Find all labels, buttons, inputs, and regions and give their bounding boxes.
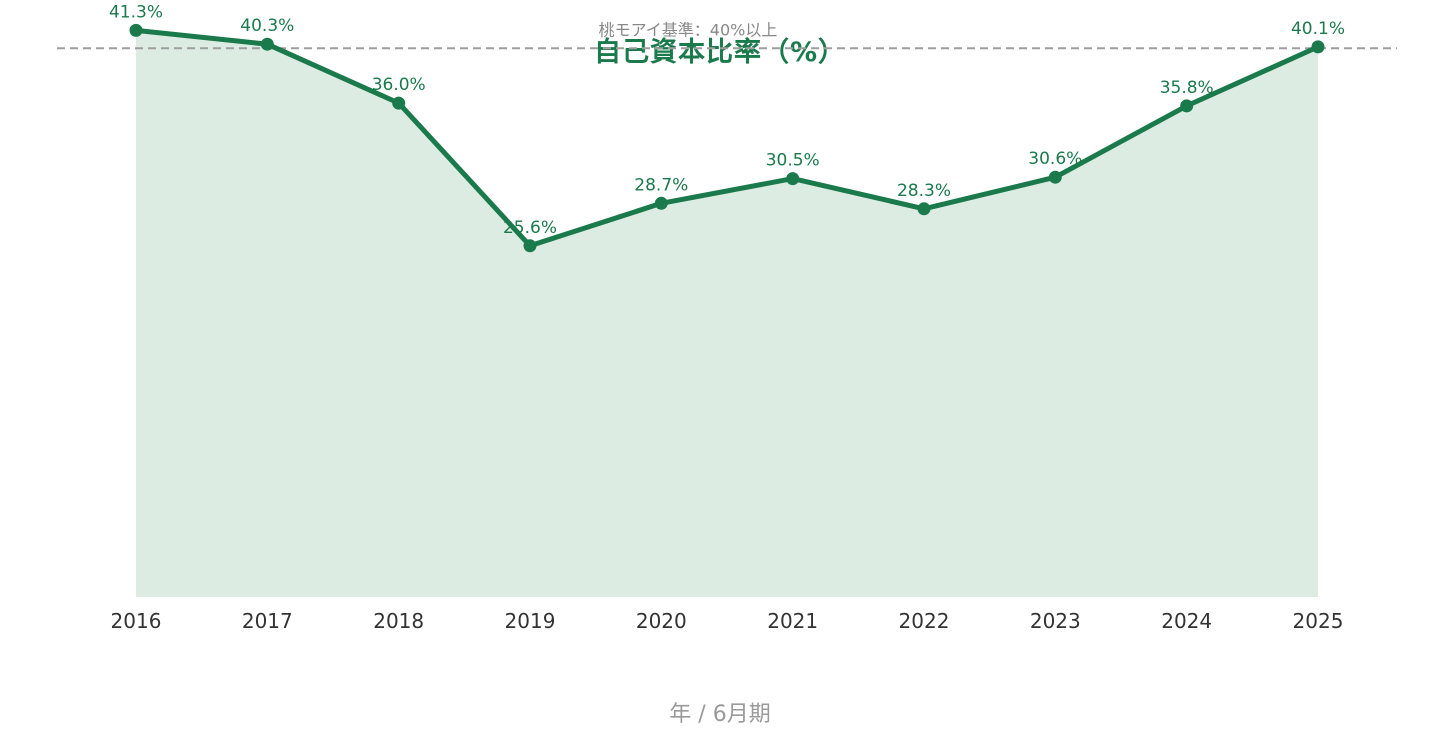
x-tick-2019: 2019 [505,609,556,633]
data-label-2018: 36.0% [372,75,426,95]
data-label-2022: 28.3% [897,181,951,201]
data-label-2016: 41.3% [109,2,163,22]
x-tick-2016: 2016 [111,609,162,633]
point-layer [129,23,1325,253]
data-point-2018 [392,96,406,110]
x-tick-layer: 2016 2017 2018 2019 2020 2021 2022 2023 2024 2025 [111,609,1344,633]
data-label-2025: 40.1% [1291,19,1345,39]
x-tick-2022: 2022 [899,609,950,633]
data-point-2022 [917,202,931,216]
x-tick-2017: 2017 [242,609,293,633]
area-layer [136,30,1318,597]
x-tick-2023: 2023 [1030,609,1081,633]
x-tick-2025: 2025 [1293,609,1344,633]
x-tick-2024: 2024 [1161,609,1212,633]
data-label-2021: 30.5% [766,151,820,171]
x-tick-2018: 2018 [373,609,424,633]
data-point-2017 [260,37,274,51]
reference-line-label: 桃モアイ基準：40%以上 [599,20,778,39]
x-tick-2020: 2020 [636,609,687,633]
data-label-2017: 40.3% [240,16,294,36]
data-label-2020: 28.7% [634,175,688,195]
data-label-2024: 35.8% [1160,78,1214,98]
chart-title: 自己資本比率（%） [593,37,847,68]
x-axis-label: 年 / 6月期 [669,702,771,727]
data-label-2023: 30.6% [1028,149,1082,169]
x-tick-2021: 2021 [767,609,818,633]
data-point-2016 [129,23,143,37]
data-point-2019 [523,239,537,253]
area-fill [136,30,1318,597]
line-layer [133,27,1321,249]
data-point-2024 [1180,99,1194,113]
series-line [133,27,1321,249]
data-point-2020 [654,196,668,210]
data-point-2025 [1311,40,1325,54]
data-point-2021 [786,172,800,186]
data-label-2019: 25.6% [503,218,557,238]
data-label-layer: 41.3% 40.3% 36.0% 25.6% 28.7% 30.5% 28.3% 30.6%… [109,2,1345,237]
data-point-2023 [1048,170,1062,184]
